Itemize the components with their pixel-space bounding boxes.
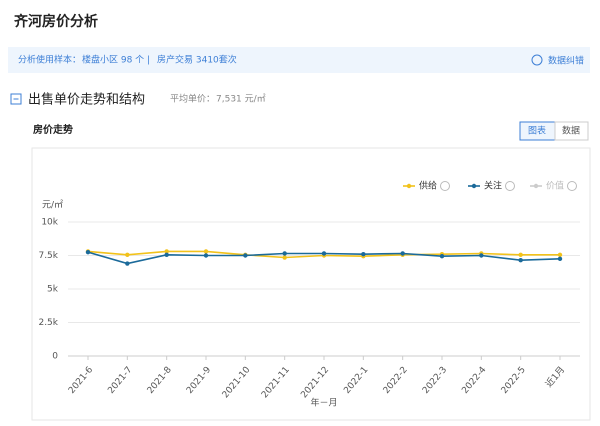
info-bar	[8, 47, 590, 73]
collapse-icon[interactable]	[10, 93, 22, 105]
x-tick-label: 2021-6	[67, 365, 95, 396]
tab-data[interactable]	[554, 121, 589, 141]
data-point	[557, 256, 563, 262]
y-tick-label: 5k	[47, 285, 59, 295]
legend-label[interactable]: 价值	[546, 180, 564, 192]
x-tick-label: 2022-5	[500, 365, 528, 396]
x-tick-label: 2021-11	[260, 365, 292, 400]
help-icon	[440, 181, 450, 191]
x-tick-label: 2021-7	[106, 365, 134, 396]
legend-swatch-dot	[533, 183, 539, 189]
x-tick-label: 2021-8	[146, 365, 174, 396]
tab-label: 图表	[528, 125, 546, 137]
help-icon	[505, 181, 515, 191]
legend-label[interactable]: 供给	[419, 180, 437, 192]
x-tick-label: 2021-9	[185, 365, 213, 396]
x-tick-label: 2022-1	[342, 365, 370, 396]
data-point	[164, 249, 169, 254]
avg-value: 7,531 元/㎡	[216, 94, 266, 105]
y-unit: 元/㎡	[42, 200, 63, 211]
data-point	[243, 253, 248, 258]
legend-label[interactable]: 关注	[484, 180, 502, 192]
avg-label: 平均单价：	[170, 93, 215, 105]
data-point	[400, 251, 405, 256]
help-icon	[567, 181, 577, 191]
data-point	[203, 253, 209, 258]
x-tick-label: 2021-10	[221, 365, 253, 400]
data-point	[203, 249, 209, 254]
x-tick-label: 2021-12	[299, 365, 331, 400]
y-tick-label: 7.5k	[38, 251, 58, 261]
data-point	[518, 252, 523, 258]
info-communities: 楼盘小区 98 个	[82, 54, 144, 66]
data-point	[164, 252, 169, 258]
info-label: 分析使用样本：	[18, 54, 81, 66]
info-icon	[531, 54, 543, 66]
legend-swatch-dot	[406, 183, 412, 189]
data-point	[361, 251, 366, 257]
legend-swatch-dot	[471, 183, 477, 189]
page-title: 齐河房价分析	[14, 13, 98, 30]
data-point	[282, 255, 287, 260]
data-point	[479, 253, 484, 258]
data-point	[282, 251, 287, 256]
data-point	[85, 249, 91, 255]
chart-frame	[31, 147, 591, 421]
x-tick-label: 2022-2	[382, 365, 410, 396]
y-tick-label: 0	[52, 352, 58, 362]
y-tick-label: 10k	[41, 218, 58, 228]
info-transactions: 房产交易 3410套次	[157, 54, 237, 66]
x-axis-title: 年－月	[310, 397, 337, 409]
feedback-link[interactable]: 数据纠错	[548, 55, 584, 67]
data-point	[321, 251, 327, 256]
section-title: 出售单价走势和结构	[28, 92, 145, 108]
data-point	[557, 252, 563, 258]
data-point	[125, 261, 130, 266]
y-tick-label: 2.5k	[38, 318, 58, 328]
data-point	[125, 252, 130, 258]
x-tick-label: 2022-4	[460, 365, 488, 396]
tab-label: 数据	[562, 125, 580, 137]
data-point	[518, 257, 523, 263]
x-tick-label: 近1月	[543, 364, 567, 390]
x-tick-label: 2022-3	[421, 365, 449, 396]
info-separator: |	[147, 56, 150, 66]
data-point	[439, 253, 445, 259]
subsection-title: 房价走势	[33, 123, 73, 136]
